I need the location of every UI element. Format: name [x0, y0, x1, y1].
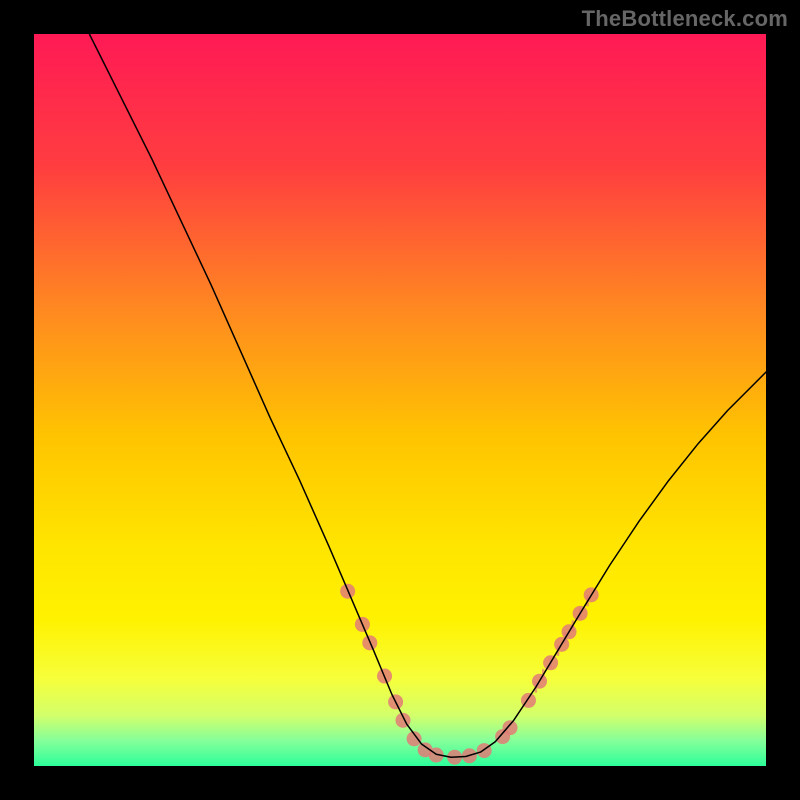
attribution-text: TheBottleneck.com — [582, 6, 788, 32]
plot-overlay — [34, 34, 772, 772]
plot-frame — [31, 31, 769, 769]
chart-canvas: TheBottleneck.com — [0, 0, 800, 800]
